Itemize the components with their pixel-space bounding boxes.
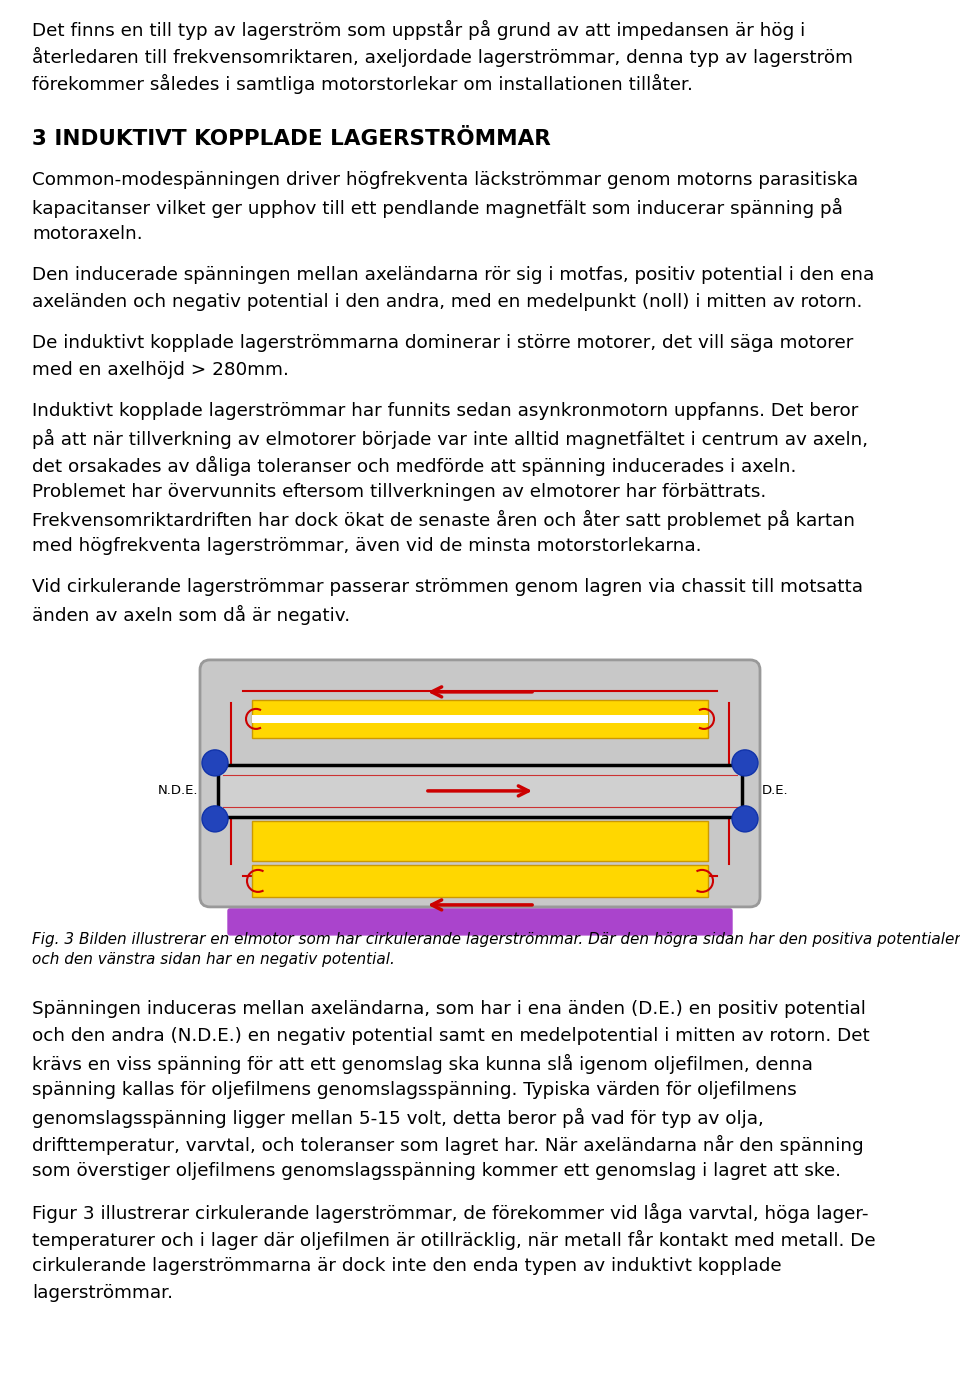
Bar — [252, 820, 708, 861]
Text: Vid cirkulerande lagerströmmar passerar strömmen genom lagren via chassit till m: Vid cirkulerande lagerströmmar passerar … — [32, 578, 863, 596]
Circle shape — [732, 749, 758, 776]
Text: temperaturer och i lager där oljefilmen är otillräcklig, när metall får kontakt : temperaturer och i lager där oljefilmen … — [32, 1230, 876, 1250]
Text: drifttemperatur, varvtal, och toleranser som lagret har. När axeländarna når den: drifttemperatur, varvtal, och toleranser… — [32, 1135, 864, 1155]
Text: Frekvensomriktardriften har dock ökat de senaste åren och åter satt problemet på: Frekvensomriktardriften har dock ökat de… — [32, 510, 855, 529]
Text: D.E.: D.E. — [762, 784, 788, 797]
Text: med en axelhöjd > 280mm.: med en axelhöjd > 280mm. — [32, 361, 289, 379]
Text: förekommer således i samtliga motorstorlekar om installationen tillåter.: förekommer således i samtliga motorstorl… — [32, 74, 693, 95]
Text: 3 INDUKTIVT KOPPLADE LAGERSTRÖMMAR: 3 INDUKTIVT KOPPLADE LAGERSTRÖMMAR — [32, 130, 551, 149]
Text: genomslagsspänning ligger mellan 5-15 volt, detta beror på vad för typ av olja,: genomslagsspänning ligger mellan 5-15 vo… — [32, 1107, 764, 1128]
Text: återledaren till frekvensomriktaren, axeljordade lagerströmmar, denna typ av lag: återledaren till frekvensomriktaren, axe… — [32, 47, 853, 67]
Text: spänning kallas för oljefilmens genomslagsspänning. Typiska värden för oljefilme: spänning kallas för oljefilmens genomsla… — [32, 1081, 797, 1099]
Text: med högfrekventa lagerströmmar, även vid de minsta motorstorlekarna.: med högfrekventa lagerströmmar, även vid… — [32, 536, 702, 554]
Text: lagerströmmar.: lagerströmmar. — [32, 1284, 173, 1302]
FancyBboxPatch shape — [228, 908, 732, 935]
Text: Det finns en till typ av lagerström som uppstår på grund av att impedansen är hö: Det finns en till typ av lagerström som … — [32, 20, 805, 40]
Circle shape — [202, 749, 228, 776]
Text: det orsakades av dåliga toleranser och medförde att spänning inducerades i axeln: det orsakades av dåliga toleranser och m… — [32, 456, 797, 476]
Circle shape — [202, 807, 228, 832]
Text: som överstiger oljefilmens genomslagsspänning kommer ett genomslag i lagret att : som överstiger oljefilmens genomslagsspä… — [32, 1162, 841, 1180]
Text: Common-modespänningen driver högfrekventa läckströmmar genom motorns parasitiska: Common-modespänningen driver högfrekvent… — [32, 171, 858, 189]
Text: Induktivt kopplade lagerströmmar har funnits sedan asynkronmotorn uppfanns. Det : Induktivt kopplade lagerströmmar har fun… — [32, 403, 858, 419]
Text: axeländen och negativ potential i den andra, med en medelpunkt (noll) i mitten a: axeländen och negativ potential i den an… — [32, 293, 862, 311]
Text: och den andra (N.D.E.) en negativ potential samt en medelpotential i mitten av r: och den andra (N.D.E.) en negativ potent… — [32, 1027, 870, 1045]
Text: Problemet har övervunnits eftersom tillverkningen av elmotorer har förbättrats.: Problemet har övervunnits eftersom tillv… — [32, 483, 766, 501]
Circle shape — [732, 807, 758, 832]
Text: kapacitanser vilket ger upphov till ett pendlande magnetfält som inducerar spänn: kapacitanser vilket ger upphov till ett … — [32, 198, 843, 217]
Text: på att när tillverkning av elmotorer började var inte alltid magnetfältet i cent: på att när tillverkning av elmotorer bör… — [32, 429, 868, 449]
Text: änden av axeln som då är negativ.: änden av axeln som då är negativ. — [32, 605, 350, 625]
Text: rotor: rotor — [463, 833, 497, 848]
Text: Figur 3 illustrerar cirkulerande lagerströmmar, de förekommer vid låga varvtal, : Figur 3 illustrerar cirkulerande lagerst… — [32, 1204, 869, 1223]
Text: och den vänstra sidan har en negativ potential.: och den vänstra sidan har en negativ pot… — [32, 951, 395, 967]
FancyBboxPatch shape — [200, 660, 760, 907]
Text: Fig. 3 Bilden illustrerar en elmotor som har cirkulerande lagerströmmar. Där den: Fig. 3 Bilden illustrerar en elmotor som… — [32, 932, 960, 947]
Text: krävs en viss spänning för att ett genomslag ska kunna slå igenom oljefilmen, de: krävs en viss spänning för att ett genom… — [32, 1055, 813, 1074]
Bar — [252, 715, 708, 723]
Text: cirkulerande lagerströmmarna är dock inte den enda typen av induktivt kopplade: cirkulerande lagerströmmarna är dock int… — [32, 1256, 781, 1275]
Text: motoraxeln.: motoraxeln. — [32, 224, 143, 242]
Text: stator: stator — [458, 873, 502, 889]
Bar — [252, 865, 708, 897]
Bar — [252, 699, 708, 738]
Text: Spänningen induceras mellan axeländarna, som har i ena änden (D.E.) en positiv p: Spänningen induceras mellan axeländarna,… — [32, 1000, 866, 1018]
Text: N.D.E.: N.D.E. — [157, 784, 198, 797]
Text: Den inducerade spänningen mellan axeländarna rör sig i motfas, positiv potential: Den inducerade spänningen mellan axeländ… — [32, 266, 875, 284]
Text: De induktivt kopplade lagerströmmarna dominerar i större motorer, det vill säga : De induktivt kopplade lagerströmmarna do… — [32, 334, 853, 352]
Bar — [218, 765, 742, 816]
